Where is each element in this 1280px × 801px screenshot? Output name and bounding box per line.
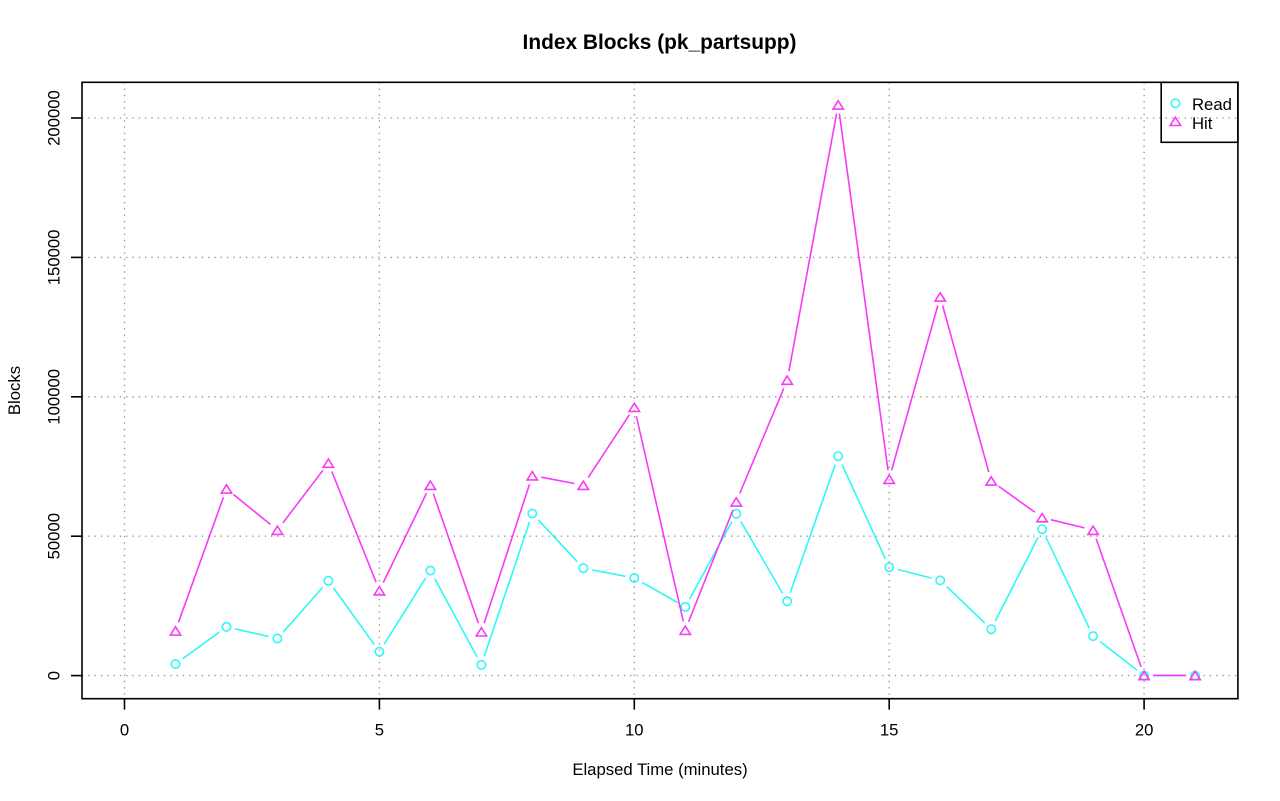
svg-text:0: 0: [120, 721, 129, 740]
svg-text:200000: 200000: [45, 90, 64, 146]
svg-text:5: 5: [375, 721, 384, 740]
svg-text:15: 15: [880, 721, 899, 740]
svg-text:Blocks: Blocks: [5, 366, 24, 415]
svg-text:Read: Read: [1192, 95, 1232, 114]
svg-text:10: 10: [625, 721, 644, 740]
svg-text:20: 20: [1135, 721, 1154, 740]
svg-text:Elapsed Time (minutes): Elapsed Time (minutes): [572, 760, 747, 779]
svg-text:Hit: Hit: [1192, 114, 1213, 133]
svg-text:100000: 100000: [45, 369, 64, 425]
svg-text:50000: 50000: [45, 513, 64, 559]
svg-text:Index Blocks (pk_partsupp): Index Blocks (pk_partsupp): [523, 31, 797, 54]
svg-text:0: 0: [45, 671, 64, 680]
svg-text:150000: 150000: [45, 230, 64, 286]
